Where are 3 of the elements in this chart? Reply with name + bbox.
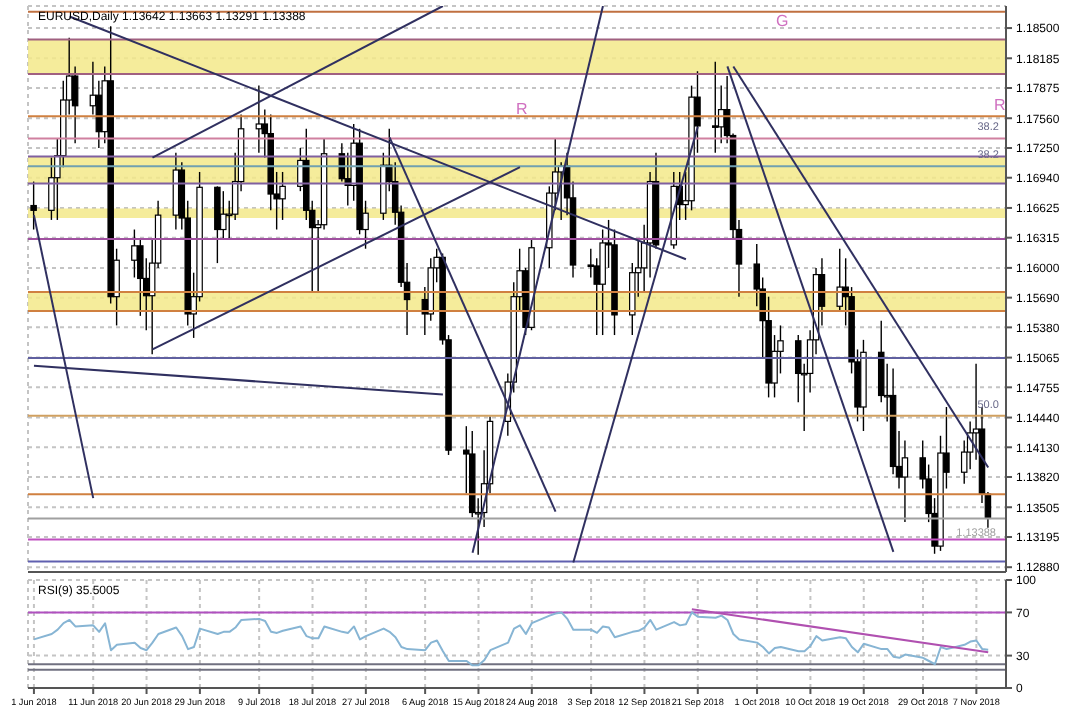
- annotation: R: [994, 96, 1006, 114]
- annotation: R: [516, 100, 528, 118]
- annotation: G: [776, 12, 789, 30]
